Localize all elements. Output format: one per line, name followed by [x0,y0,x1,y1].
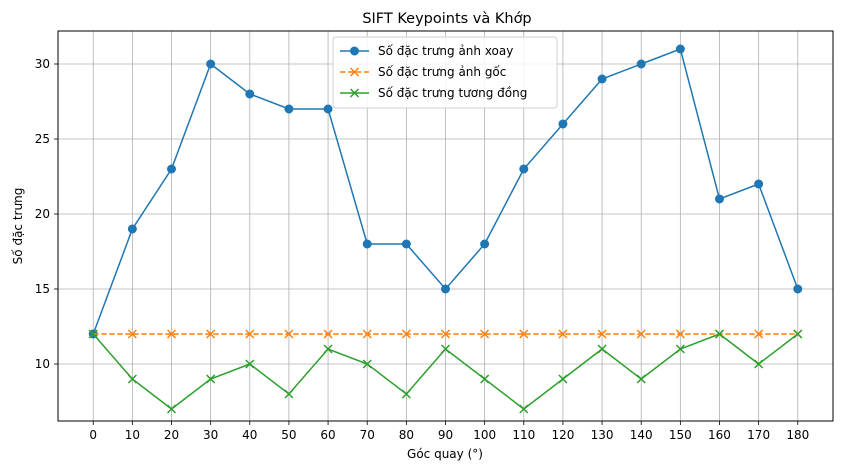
data-point [127,329,137,339]
x-tick-label: 0 [89,428,97,442]
data-point [401,389,411,399]
data-point [480,374,490,384]
x-tick-label: 110 [512,428,535,442]
data-point [88,329,98,339]
data-point [714,194,724,204]
data-point [245,329,255,339]
data-point [362,329,372,339]
data-point [754,359,764,369]
data-point [558,374,568,384]
x-tick-label: 20 [164,428,179,442]
y-tick-label: 10 [35,357,50,371]
data-point [754,179,764,189]
x-tick-label: 50 [281,428,296,442]
x-axis-title: Góc quay (°) [407,447,483,461]
data-point [127,224,137,234]
data-point [167,164,177,174]
series-layer [88,44,803,414]
data-point [284,389,294,399]
data-point [597,329,607,339]
data-point [636,329,646,339]
data-point [519,164,529,174]
x-tick-label: 70 [360,428,375,442]
data-point [675,344,685,354]
data-point [440,344,451,354]
data-point [323,344,333,354]
x-tick-label: 150 [669,428,692,442]
x-tick-label: 170 [747,428,770,442]
data-point [558,119,568,129]
data-point [206,329,216,339]
legend-swatch-marker [349,88,360,98]
x-tick-label: 160 [708,428,731,442]
data-point [714,329,725,339]
data-point [793,284,803,294]
data-point [284,329,294,339]
legend-box [332,36,558,109]
y-tick-label: 15 [35,282,50,296]
data-point [166,329,177,339]
data-point [597,74,607,84]
data-point [636,374,646,384]
data-point [440,329,451,339]
x-tick-label: 180 [786,428,809,442]
x-axis: 0 10 20 30 40 50 60 70 80 90 100 110 120 130 140 150 160… [89,421,809,442]
data-point [245,359,255,369]
x-tick-label: 130 [591,428,614,442]
y-axis: 10 15 20 25 30 [35,57,58,371]
data-point [480,329,490,339]
y-tick-label: 30 [35,57,50,71]
data-point [284,104,294,114]
x-tick-label: 10 [125,428,140,442]
x-tick-label: 30 [203,428,218,442]
legend-swatch-marker [350,46,359,56]
data-point [401,329,411,339]
x-tick-label: 100 [473,428,496,442]
data-point [675,329,685,339]
data-point [401,239,411,249]
y-tick-label: 25 [35,132,50,146]
series-2 [88,329,803,414]
legend: Số đặc trưng ảnh xoay Số đặc trưng ảnh gố… [332,36,558,109]
data-point [166,404,177,414]
legend-label: Số đặc trưng tương đồng [378,86,527,100]
data-point [597,344,607,354]
data-point [206,374,216,384]
data-point [793,329,803,339]
x-tick-label: 90 [438,428,453,442]
data-point [519,404,529,414]
data-point [675,44,685,54]
legend-label: Số đặc trưng ảnh xoay [378,44,513,58]
x-tick-label: 40 [242,428,257,442]
legend-swatch-marker [349,67,360,77]
data-point [362,359,372,369]
data-point [245,89,255,99]
data-point [127,374,137,384]
data-point [519,329,529,339]
data-point [480,239,490,249]
data-point [754,329,764,339]
x-tick-label: 120 [551,428,574,442]
chart-title: SIFT Keypoints và Khớp [362,11,531,27]
x-tick-label: 80 [399,428,414,442]
data-point [362,239,372,249]
data-point [323,104,333,114]
series-0 [88,44,803,339]
data-point [558,329,568,339]
data-point [206,59,216,69]
data-point [441,284,450,294]
legend-label: Số đặc trưng ảnh gốc [378,65,506,79]
x-tick-label: 60 [320,428,335,442]
data-point [636,59,646,69]
y-axis-title: Số đặc trưng [11,188,25,265]
y-tick-label: 20 [35,207,50,221]
x-tick-label: 140 [630,428,653,442]
data-point [323,329,333,339]
